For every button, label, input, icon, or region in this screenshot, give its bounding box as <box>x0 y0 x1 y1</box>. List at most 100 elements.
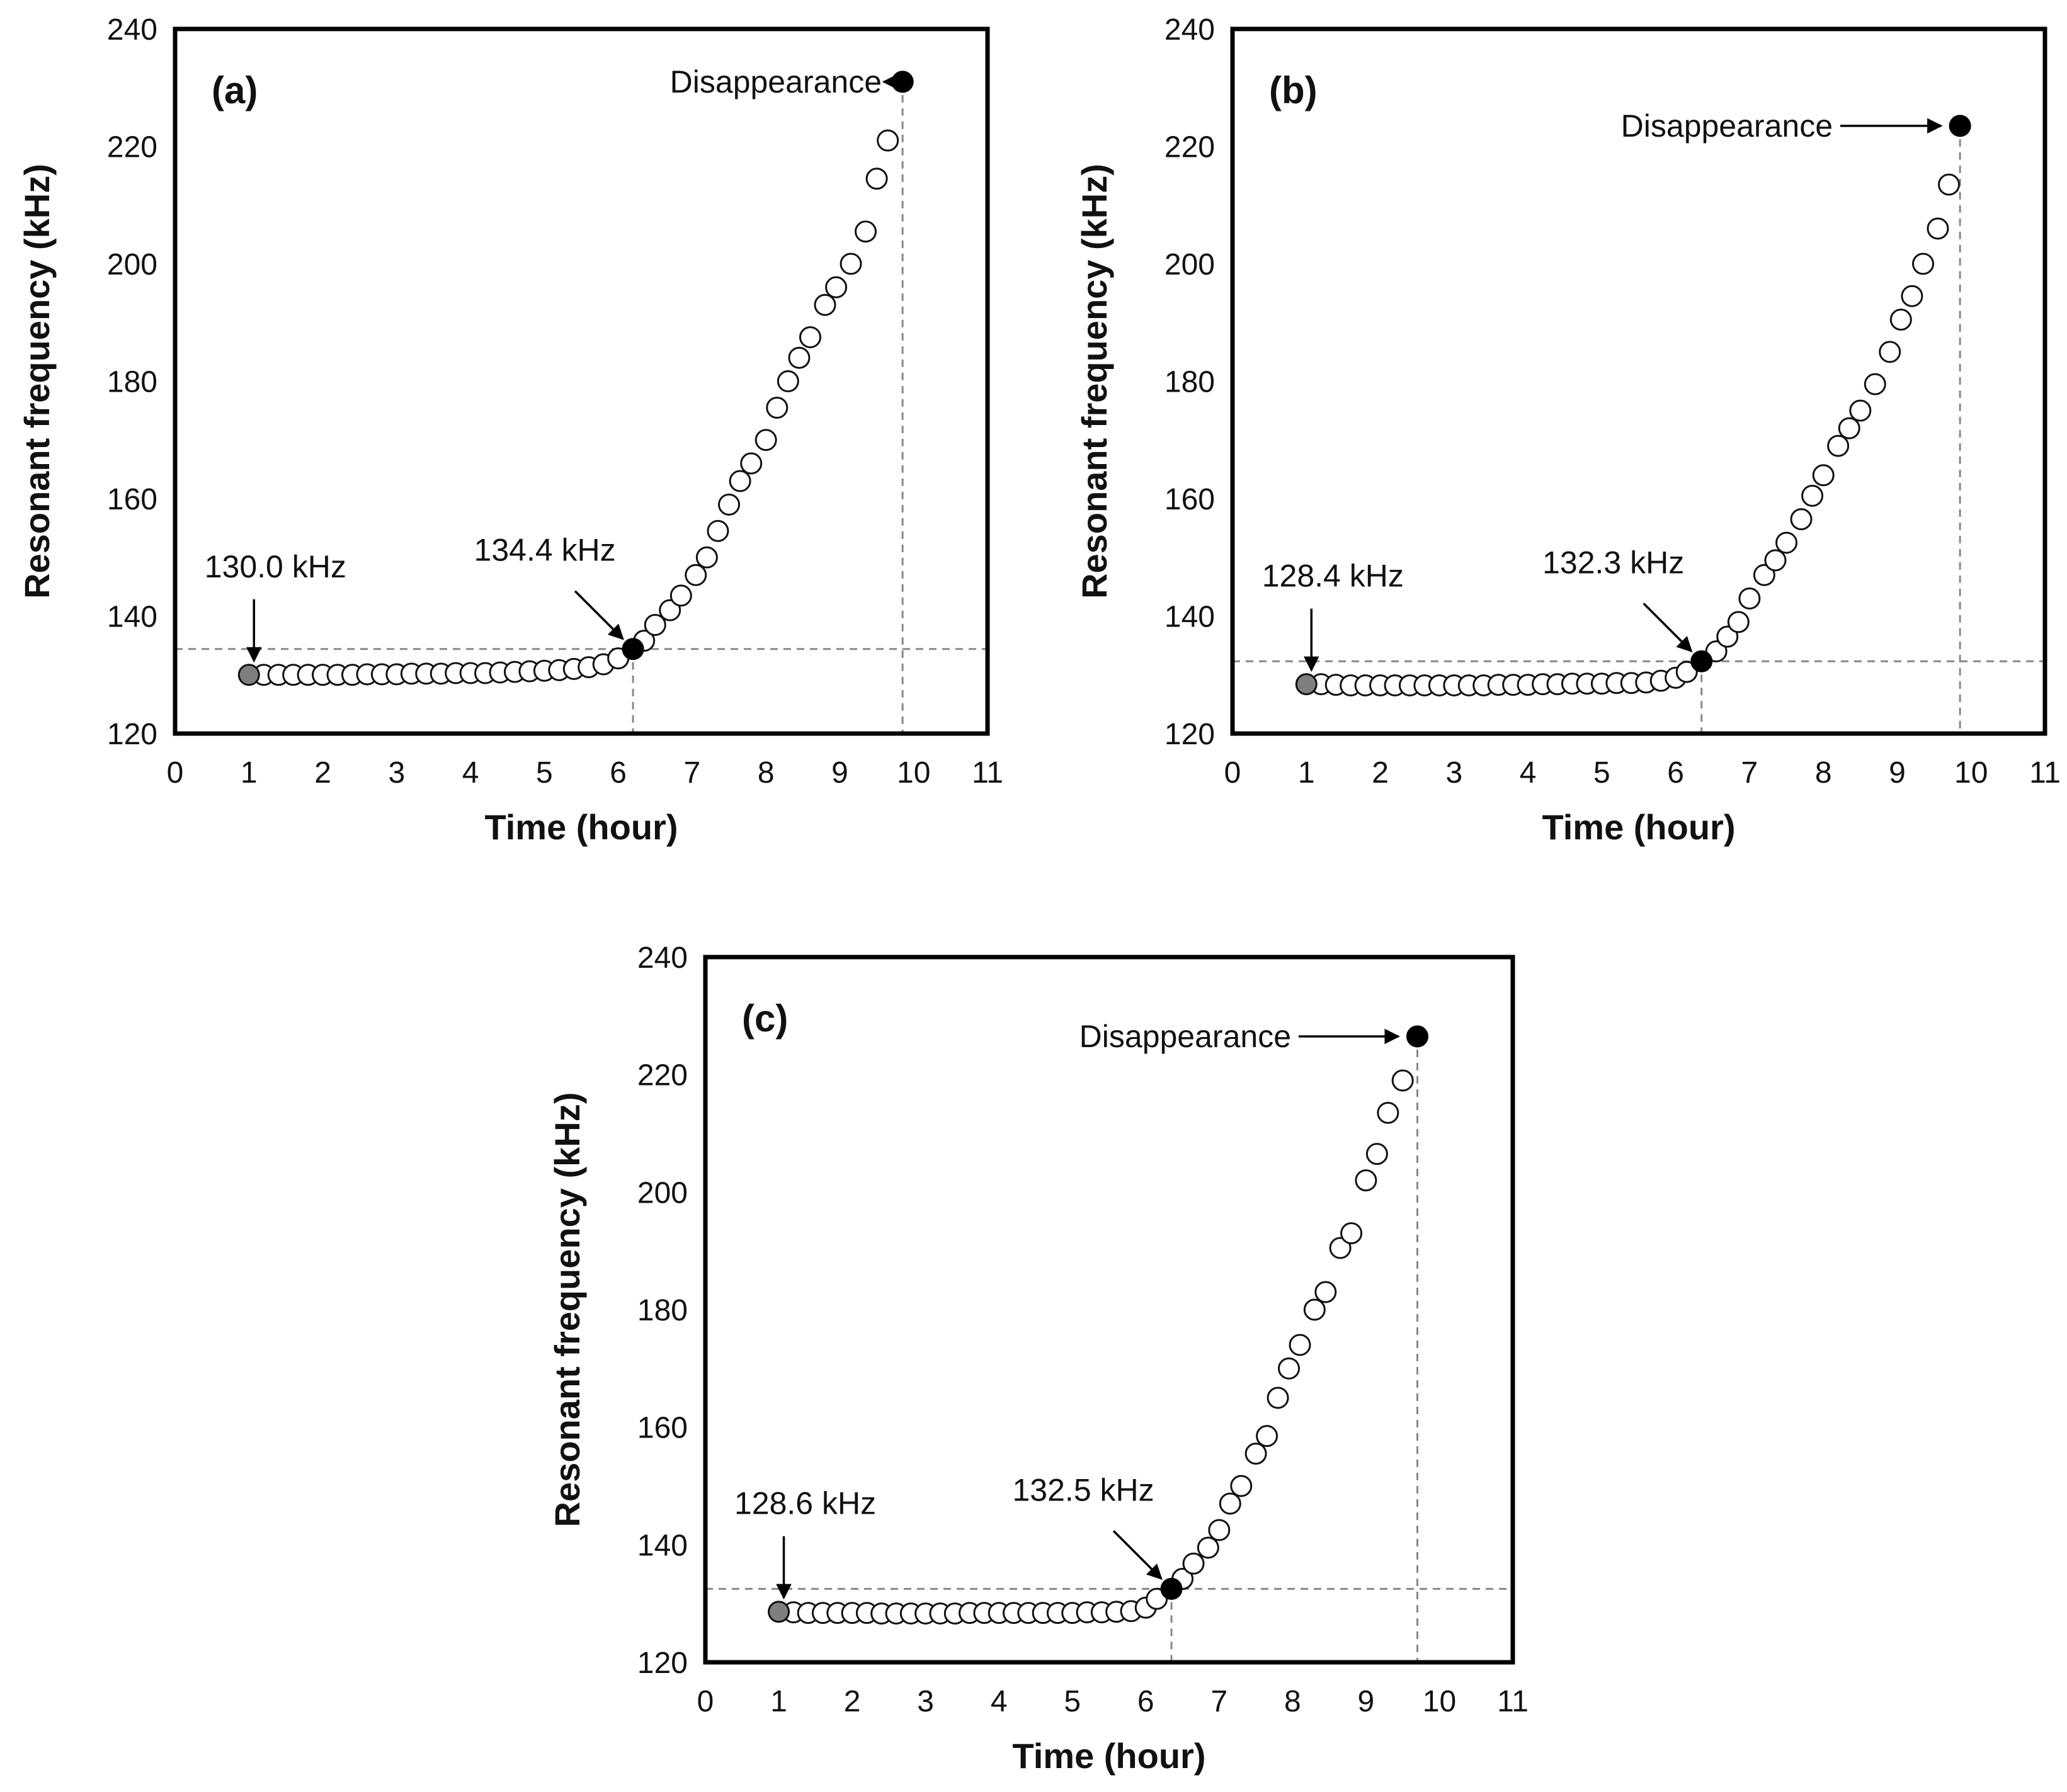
data-point <box>1244 1443 1267 1465</box>
x-tick-label: 3 <box>388 756 405 790</box>
data-point <box>695 546 718 569</box>
x-tick-label: 2 <box>844 1685 861 1718</box>
onset-value-label: 132.3 kHz <box>1542 545 1684 580</box>
x-tick-label: 1 <box>241 756 258 790</box>
panel-a: 120 140 160 180 200 220 240 0 1 2 3 4 5 … <box>17 13 1003 847</box>
data-point <box>855 220 877 243</box>
x-axis-title: Time (hour) <box>1542 807 1736 847</box>
data-point <box>1738 587 1761 610</box>
x-tick-label: 9 <box>831 756 848 790</box>
panel-c-y-ticks: 120 140 160 180 200 220 240 <box>637 941 688 1680</box>
disappearance-point <box>1406 1025 1428 1048</box>
x-tick-label: 11 <box>2029 756 2061 790</box>
data-point <box>1377 1101 1399 1124</box>
y-tick-label: 200 <box>637 1176 688 1210</box>
start-value-label: 128.6 kHz <box>734 1486 876 1521</box>
y-axis-title: Resonant frequency (kHz) <box>17 164 57 599</box>
y-tick-label: 120 <box>107 718 157 751</box>
data-point <box>1278 1357 1301 1380</box>
x-tick-label: 5 <box>536 756 553 790</box>
data-point <box>1355 1169 1377 1192</box>
y-tick-label: 180 <box>107 366 157 399</box>
data-point <box>685 564 707 586</box>
panel-a-arrows <box>246 74 898 663</box>
panel-c-arrows <box>776 1028 1400 1600</box>
x-tick-label: 11 <box>972 756 1003 790</box>
x-tick-label: 2 <box>314 756 331 790</box>
x-tick-label: 6 <box>1667 756 1684 790</box>
data-point <box>1912 252 1934 275</box>
x-tick-label: 1 <box>770 1685 787 1718</box>
panel-a-y-ticks: 120 140 160 180 200 220 240 <box>107 13 157 751</box>
panel-c-plot-frame <box>703 955 1515 1665</box>
panel-c: 120 140 160 180 200 220 240 0 1 2 3 4 5 … <box>547 941 1529 1776</box>
data-point <box>1938 173 1961 196</box>
data-point <box>1182 1552 1205 1575</box>
panel-a-x-ticks: 0 1 2 3 4 5 6 7 8 9 10 11 <box>167 756 1003 790</box>
x-tick-label: 4 <box>462 756 479 790</box>
data-point <box>669 584 692 607</box>
y-tick-label: 160 <box>637 1412 688 1445</box>
panel-b-y-ticks: 120 140 160 180 200 220 240 <box>1164 13 1215 751</box>
data-point <box>1775 531 1798 554</box>
data-point <box>718 493 741 516</box>
x-tick-label: 1 <box>1298 756 1315 790</box>
data-point <box>1790 508 1813 531</box>
data-point <box>1314 1281 1337 1303</box>
x-tick-label: 0 <box>697 1685 714 1718</box>
data-point <box>1289 1334 1311 1356</box>
y-tick-label: 200 <box>1164 248 1215 281</box>
data-point <box>1849 399 1872 422</box>
x-axis-title: Time (hour) <box>1013 1736 1206 1776</box>
data-point <box>729 470 751 492</box>
onset-point <box>1690 650 1713 672</box>
panel-label: (b) <box>1269 69 1318 111</box>
panel-a-guides <box>175 81 988 734</box>
panel-label: (c) <box>742 997 788 1040</box>
data-point <box>1675 661 1698 683</box>
y-tick-label: 140 <box>1164 601 1215 634</box>
data-point <box>1801 484 1824 507</box>
y-tick-label: 220 <box>1164 131 1215 164</box>
data-point <box>1256 1425 1278 1448</box>
start-point <box>768 1601 790 1623</box>
x-tick-label: 8 <box>1815 756 1832 790</box>
y-tick-label: 160 <box>107 483 157 516</box>
onset-arrow <box>1112 1530 1163 1580</box>
data-point <box>1753 564 1775 586</box>
y-tick-label: 140 <box>107 601 157 634</box>
panel-c-points <box>768 1025 1428 1625</box>
panel-a-plot-frame <box>173 26 990 736</box>
panel-b-arrows <box>1304 118 1943 672</box>
y-tick-label: 140 <box>637 1529 688 1562</box>
onset-point <box>1160 1577 1183 1600</box>
data-point <box>840 252 862 275</box>
y-tick-label: 220 <box>637 1059 688 1092</box>
panel-c-x-ticks: 0 1 2 3 4 5 6 7 8 9 10 11 <box>697 1685 1529 1718</box>
x-tick-label: 7 <box>1210 1685 1227 1718</box>
panel-label: (a) <box>212 69 258 111</box>
data-point <box>1764 549 1787 572</box>
x-tick-label: 4 <box>991 1685 1008 1718</box>
x-tick-label: 9 <box>1358 1685 1375 1718</box>
x-tick-label: 0 <box>1224 756 1241 790</box>
disappearance-point <box>1949 115 1971 137</box>
x-tick-label: 6 <box>610 756 627 790</box>
data-point <box>1303 1298 1326 1321</box>
data-point <box>766 396 789 419</box>
data-point <box>1927 217 1949 240</box>
y-axis-title: Resonant frequency (kHz) <box>1074 164 1114 599</box>
data-point <box>1219 1492 1241 1515</box>
data-point <box>825 276 848 298</box>
x-tick-label: 6 <box>1137 1685 1154 1718</box>
data-point <box>799 326 822 349</box>
panel-b: 120 140 160 180 200 220 240 0 1 2 3 4 5 … <box>1074 13 2061 847</box>
data-point <box>814 293 836 316</box>
disappearance-label: Disappearance <box>1079 1019 1291 1054</box>
x-tick-label: 8 <box>1284 1685 1301 1718</box>
y-tick-label: 220 <box>107 131 157 164</box>
data-point <box>1329 1237 1352 1259</box>
data-point <box>1727 611 1750 633</box>
y-tick-label: 240 <box>1164 13 1215 47</box>
